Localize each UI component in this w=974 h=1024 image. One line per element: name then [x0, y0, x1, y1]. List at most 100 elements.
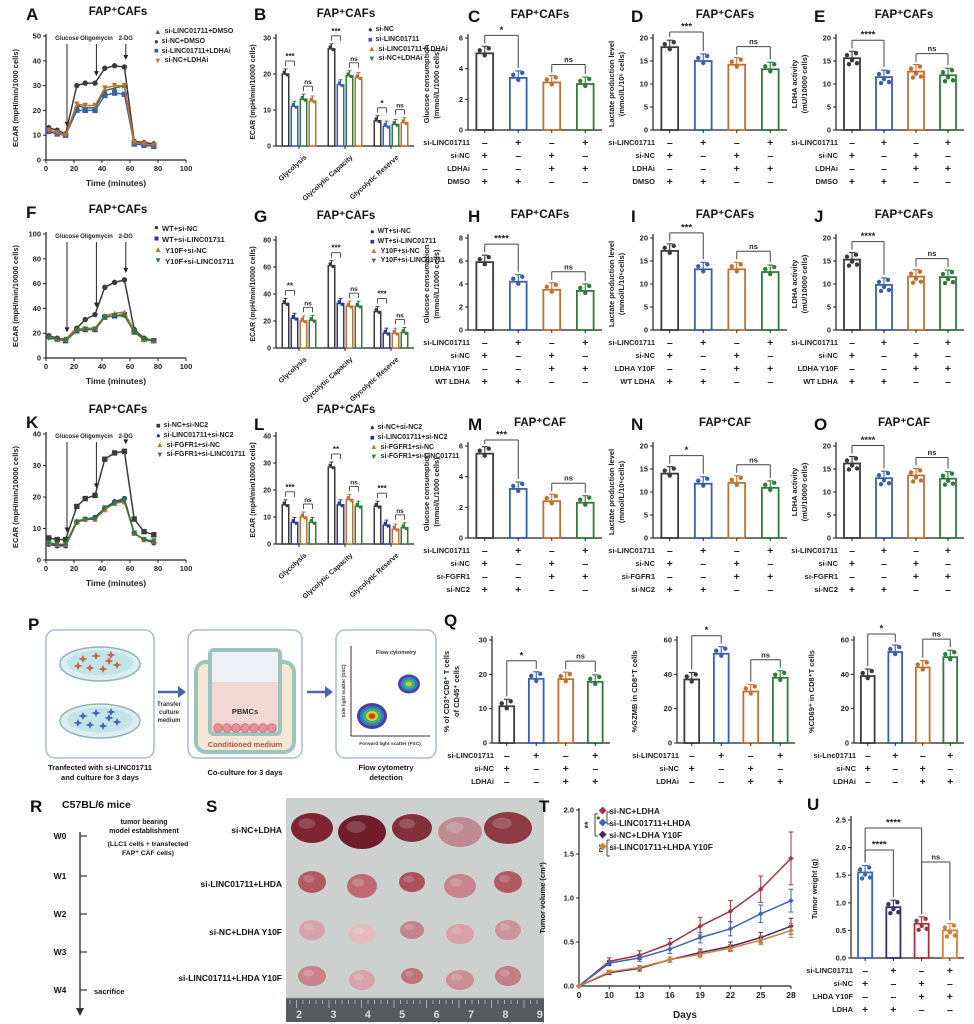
svg-text:100: 100: [180, 362, 193, 371]
svg-text:ECAR (mpH/min/10000 cells): ECAR (mpH/min/10000 cells): [250, 442, 257, 537]
svg-text:(mmol/L/10⁶cells): (mmol/L/10⁶cells): [617, 252, 626, 315]
svg-text:–: –: [913, 176, 919, 188]
tumor-blob: [401, 968, 423, 984]
svg-text:40: 40: [98, 362, 106, 371]
svg-text:100: 100: [180, 564, 193, 573]
svg-text:–: –: [549, 337, 555, 349]
panel-n: N FAP⁺CAF 0 5 10 15 20 Lactate production lev…: [605, 416, 797, 616]
svg-text:–: –: [849, 363, 855, 375]
svg-text:16: 16: [665, 990, 675, 1000]
svg-text:Glucose: Glucose: [55, 36, 79, 42]
panel-title-d: FAP⁺CAFs: [695, 9, 755, 21]
svg-text:80: 80: [154, 164, 162, 173]
svg-text:LDHA: LDHA: [832, 1005, 853, 1014]
svg-text:20: 20: [640, 442, 648, 451]
svg-text:–: –: [892, 763, 898, 775]
svg-text:–: –: [881, 363, 887, 375]
svg-text:15: 15: [640, 465, 648, 474]
svg-text:si-LINC01711: si-LINC01711: [608, 546, 655, 555]
panel-label-e: E: [814, 7, 826, 26]
w0-note-line1: tumor bearing: [120, 819, 167, 826]
svg-text:0: 0: [267, 144, 271, 151]
svg-text:+: +: [777, 750, 783, 762]
svg-text:+: +: [945, 545, 951, 557]
svg-text:WT LDHA: WT LDHA: [435, 377, 470, 386]
chart-q2: 0 20 40 60 %GZMB in CD8⁺T cells * ns si-LINC017…: [630, 625, 795, 788]
tumor-blob: [291, 813, 333, 843]
svg-text:Glucose consumption: Glucose consumption: [422, 452, 431, 531]
svg-text:–: –: [482, 363, 488, 375]
svg-text:Days: Days: [673, 1010, 697, 1021]
chart-q3: 0 20 40 60 %CD69⁺ in CD8⁺T cells * ns si-Lnc017…: [807, 624, 964, 788]
svg-text:–: –: [582, 150, 588, 162]
svg-text:0: 0: [459, 534, 463, 543]
svg-text:–: –: [945, 558, 951, 570]
svg-text:20: 20: [33, 493, 41, 502]
svg-text:ns: ns: [928, 44, 937, 53]
svg-text:+: +: [881, 376, 887, 388]
svg-text:***: ***: [331, 244, 341, 253]
svg-text:+: +: [482, 176, 488, 188]
panel-q2: 0 20 40 60 %GZMB in CD8⁺T cells * ns si-LINC017…: [625, 610, 805, 796]
svg-text:–: –: [482, 571, 488, 583]
legend-item: ■ WT+si-LINC01711: [370, 236, 437, 246]
svg-text:+: +: [767, 337, 773, 349]
svg-text:80: 80: [154, 362, 162, 371]
caption-3-line1: Flow cytometry: [358, 763, 414, 772]
svg-text:si-NC: si-NC: [659, 764, 679, 773]
svg-text:–: –: [533, 763, 539, 775]
svg-text:40: 40: [33, 304, 41, 313]
svg-text:DMSO: DMSO: [633, 177, 656, 186]
svg-text:+: +: [945, 163, 951, 175]
svg-text:6: 6: [459, 442, 463, 451]
svg-text:***: ***: [377, 290, 387, 299]
svg-text:40: 40: [98, 164, 106, 173]
pbmc-cells: [213, 723, 277, 733]
svg-text:+: +: [913, 150, 919, 162]
svg-text:si-LINC01711: si-LINC01711: [608, 338, 655, 347]
svg-text:6: 6: [434, 1009, 440, 1021]
svg-text:–: –: [947, 1004, 953, 1016]
svg-text:+: +: [849, 150, 855, 162]
svg-text:+: +: [504, 763, 510, 775]
arrow-label-line1: Transfer: [157, 702, 181, 708]
svg-text:si-NC: si-NC: [635, 151, 655, 160]
panel-label-i: I: [631, 207, 636, 226]
svg-text:ns: ns: [350, 479, 358, 486]
svg-text:2: 2: [459, 503, 463, 512]
svg-text:+: +: [913, 163, 919, 175]
svg-text:ns: ns: [932, 630, 941, 639]
caption-3-line2: detection: [369, 773, 403, 782]
svg-text:+: +: [667, 350, 673, 362]
panel-m: M FAP⁺CAF 0 2 4 6 Glucose consumption (mmol/L…: [420, 416, 612, 616]
svg-text:–: –: [881, 571, 887, 583]
ssc-axis-label: Side light scatter (SSC): [341, 664, 347, 717]
svg-text:(mU/10000 cells): (mU/10000 cells): [800, 54, 809, 113]
svg-text:of CD45⁺ cells: of CD45⁺ cells: [452, 666, 461, 717]
svg-text:%GZMB in CD8⁺T cells: %GZMB in CD8⁺T cells: [630, 651, 639, 733]
svg-text:Glycolytic Capacity: Glycolytic Capacity: [302, 552, 355, 600]
panel-label-m: M: [468, 415, 483, 434]
svg-text:+: +: [482, 584, 488, 596]
svg-text:si-NC: si-NC: [833, 979, 853, 988]
svg-text:10: 10: [823, 488, 831, 497]
svg-text:–: –: [700, 558, 706, 570]
svg-text:–: –: [945, 150, 951, 162]
svg-text:+: +: [890, 965, 896, 977]
panel-title-h: FAP⁺CAFs: [510, 209, 570, 221]
panel-label-u: U: [807, 795, 820, 814]
svg-text:–: –: [582, 584, 588, 596]
svg-text:+: +: [667, 376, 673, 388]
panel-b: B FAP⁺CAFs 0 10 20 30 ECAR (mpH/min/10000 ce…: [246, 6, 448, 206]
svg-text:5: 5: [644, 103, 648, 112]
arrow-label-line2: culture: [159, 710, 180, 716]
week-w3: W3: [54, 947, 67, 957]
panel-l: L FAP⁺CAFs 0 10 20 30 40 ECAR (mpH/min/10000 …: [246, 400, 459, 610]
arrow-2: [307, 686, 333, 698]
svg-text:+: +: [881, 176, 887, 188]
svg-text:22: 22: [726, 990, 736, 1000]
svg-text:–: –: [667, 571, 673, 583]
svg-text:6: 6: [459, 257, 463, 266]
svg-text:60: 60: [263, 265, 271, 272]
